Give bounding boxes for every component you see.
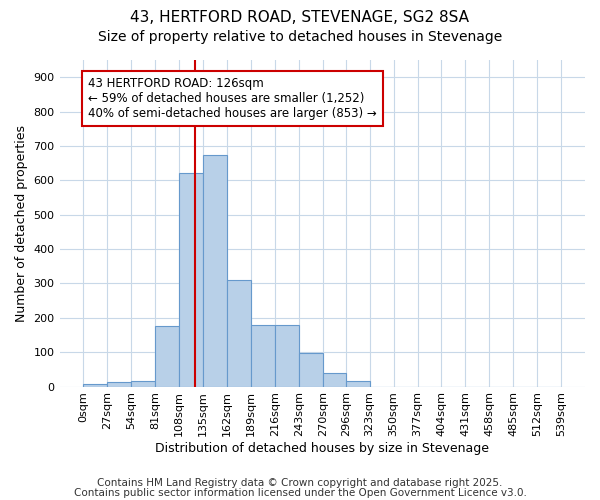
Bar xyxy=(251,324,275,386)
Text: 43 HERTFORD ROAD: 126sqm
← 59% of detached houses are smaller (1,252)
40% of sem: 43 HERTFORD ROAD: 126sqm ← 59% of detach… xyxy=(88,77,377,120)
Text: Size of property relative to detached houses in Stevenage: Size of property relative to detached ho… xyxy=(98,30,502,44)
Bar xyxy=(203,154,227,386)
Bar xyxy=(131,382,155,386)
Text: Contains public sector information licensed under the Open Government Licence v3: Contains public sector information licen… xyxy=(74,488,526,498)
Bar xyxy=(299,353,323,386)
X-axis label: Distribution of detached houses by size in Stevenage: Distribution of detached houses by size … xyxy=(155,442,489,455)
Bar xyxy=(275,326,299,386)
Bar xyxy=(346,382,370,386)
Bar xyxy=(323,373,346,386)
Y-axis label: Number of detached properties: Number of detached properties xyxy=(15,125,28,322)
Bar xyxy=(179,174,203,386)
Bar xyxy=(107,382,131,386)
Bar xyxy=(155,326,179,386)
Text: 43, HERTFORD ROAD, STEVENAGE, SG2 8SA: 43, HERTFORD ROAD, STEVENAGE, SG2 8SA xyxy=(131,10,470,25)
Text: Contains HM Land Registry data © Crown copyright and database right 2025.: Contains HM Land Registry data © Crown c… xyxy=(97,478,503,488)
Bar xyxy=(83,384,107,386)
Bar xyxy=(227,280,251,386)
